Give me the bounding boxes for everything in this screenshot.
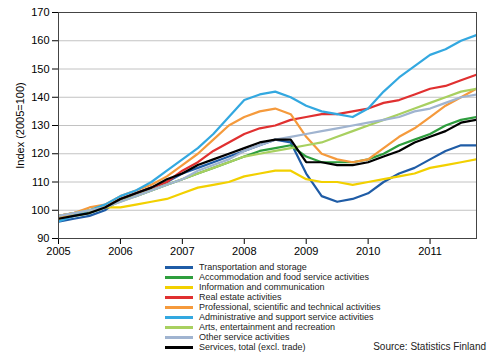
html-text:Arts, entertainment and recrea: Arts, entertainment and recreation bbox=[199, 322, 336, 332]
svg-text:120: 120 bbox=[31, 147, 49, 159]
svg-text:2006: 2006 bbox=[108, 245, 132, 257]
svg-text:2007: 2007 bbox=[170, 245, 194, 257]
html-text:Source: Statistics Finland: Source: Statistics Finland bbox=[373, 341, 486, 352]
svg-text:2009: 2009 bbox=[294, 245, 318, 257]
svg-text:130: 130 bbox=[31, 119, 49, 131]
svg-text:150: 150 bbox=[31, 63, 49, 75]
svg-text:2010: 2010 bbox=[356, 245, 380, 257]
svg-text:2011: 2011 bbox=[418, 245, 442, 257]
svg-text:110: 110 bbox=[32, 176, 50, 188]
svg-text:160: 160 bbox=[31, 34, 49, 46]
html-text:Other service activities: Other service activities bbox=[199, 332, 290, 342]
html-text:Services, total (excl. trade): Services, total (excl. trade) bbox=[199, 342, 306, 352]
html-text:Administrative and support ser: Administrative and support service activ… bbox=[199, 312, 374, 322]
html-text:Professional, scientific and t: Professional, scientific and technical a… bbox=[199, 302, 381, 312]
html-text:Accommodation and food service: Accommodation and food service activitie… bbox=[199, 272, 370, 282]
html-text:Information and communication: Information and communication bbox=[199, 282, 325, 292]
svg-text:2008: 2008 bbox=[232, 245, 256, 257]
svg-text:100: 100 bbox=[31, 204, 49, 216]
svg-text:2005: 2005 bbox=[46, 245, 70, 257]
svg-text:140: 140 bbox=[31, 91, 49, 103]
html-text:Real estate activities: Real estate activities bbox=[199, 292, 282, 302]
svg-text:Index (2005=100): Index (2005=100) bbox=[14, 82, 26, 169]
svg-text:90: 90 bbox=[37, 232, 49, 244]
html-text:Transportation and storage: Transportation and storage bbox=[199, 262, 307, 272]
svg-text:170: 170 bbox=[31, 6, 49, 18]
